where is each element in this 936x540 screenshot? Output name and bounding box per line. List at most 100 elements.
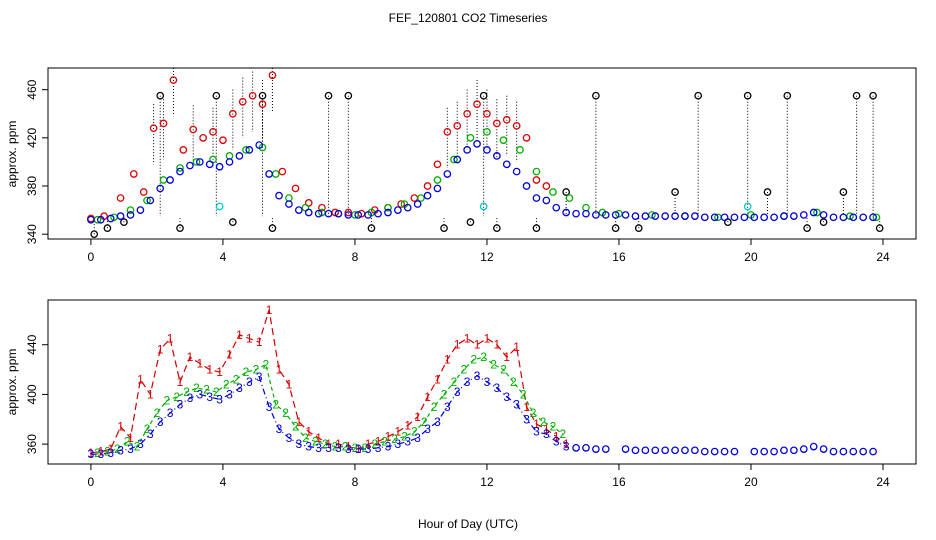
series-3-point: 3 [137, 437, 144, 451]
series-3-point: 3 [563, 440, 570, 454]
series-1-point: 1 [503, 350, 510, 364]
blue-data-point [126, 211, 135, 219]
black-data-point [228, 218, 237, 226]
series-1-point: 1 [147, 387, 154, 401]
blue-data-point [473, 140, 481, 148]
green-data-point [483, 127, 491, 136]
series-1-point: 1 [325, 437, 332, 451]
series-1-point: 1 [434, 373, 441, 387]
series-night-point [671, 446, 679, 455]
series-2-point: 2 [480, 350, 487, 364]
top-y-tick-label: 380 [25, 176, 39, 196]
series-1-point: 1 [523, 400, 530, 414]
series-1-point: 1 [97, 445, 104, 459]
series-1-point: 1 [305, 425, 312, 439]
black-data-point [592, 91, 600, 100]
green-data-point [417, 194, 425, 202]
series-2-point: 2 [124, 435, 131, 449]
black-data-point [875, 224, 884, 233]
series-2-point: 2 [322, 437, 329, 451]
bottom-panel-frame [47, 299, 917, 465]
blue-data-point [453, 155, 462, 164]
series-1-line [90, 309, 567, 454]
red-data-point [228, 109, 237, 118]
series-2-point: 2 [272, 397, 279, 411]
series-3-point: 3 [117, 443, 124, 457]
top-y-ticks: 340 380 420 460 [25, 79, 48, 244]
series-2-point: 2 [243, 365, 250, 379]
top-y-tick-label: 460 [25, 79, 39, 99]
series-1-point: 1 [404, 418, 411, 432]
series-night-point [799, 445, 808, 453]
top-y-tick-label: 340 [25, 224, 39, 244]
bottom-y-tick-label: 360 [25, 434, 39, 454]
blue-data-point [552, 203, 561, 212]
series-1-point: 1 [206, 363, 213, 377]
series-1-point: 1 [236, 328, 243, 342]
blue-data-point [592, 211, 600, 219]
blue-data-point [136, 206, 145, 214]
series-1-point: 1 [286, 377, 293, 391]
bottom-series-lines [90, 309, 567, 455]
series-2-point: 2 [431, 400, 438, 414]
series-1-point: 1 [454, 338, 461, 352]
blue-data-point [393, 206, 402, 214]
series-3-point: 3 [315, 441, 322, 455]
bottom-x-tick-label: 12 [480, 475, 494, 489]
top-x-tick-label: 8 [352, 250, 359, 264]
blue-data-point [156, 184, 165, 193]
blue-data-point [354, 211, 363, 219]
series-3-point: 3 [404, 435, 411, 449]
red-data-point [397, 200, 405, 208]
series-1-point: 1 [543, 422, 550, 436]
series-2-point: 2 [163, 394, 170, 408]
bottom-y-tick-label: 440 [25, 334, 39, 354]
blue-data-point [790, 212, 798, 220]
red-data-point [149, 124, 158, 133]
series-3-point: 3 [286, 431, 293, 445]
series-2-point: 2 [401, 430, 408, 444]
blue-data-point [443, 170, 452, 178]
blue-data-point [859, 213, 868, 222]
series-3-point: 3 [365, 442, 372, 456]
black-data-point [258, 91, 267, 100]
blue-data-point [334, 209, 343, 218]
black-data-point [324, 91, 333, 100]
blue-data-point [502, 160, 511, 169]
series-1-point: 1 [365, 437, 372, 451]
series-3-point: 3 [474, 369, 481, 383]
top-drop-lines [93, 68, 881, 235]
red-data-point [116, 194, 125, 202]
red-data-point [278, 167, 287, 176]
cyan-data-point [743, 202, 752, 211]
blue-data-point [106, 214, 115, 223]
series-3-point: 3 [375, 441, 382, 455]
black-data-point [562, 188, 571, 196]
red-data-point [219, 136, 227, 145]
black-data-point [156, 91, 165, 100]
green-data-point [384, 203, 392, 212]
blue-data-point [641, 212, 650, 220]
green-data-point [192, 158, 201, 166]
series-2-point: 2 [342, 440, 349, 454]
series-1-point: 1 [563, 437, 570, 451]
series-night-point [809, 442, 818, 451]
series-2-point: 2 [470, 353, 477, 367]
series-3-point: 3 [147, 427, 154, 441]
blue-data-point [671, 212, 679, 220]
top-x-tick-label: 12 [480, 250, 494, 264]
red-data-point [258, 100, 267, 108]
series-night-point [691, 446, 699, 455]
black-data-point [367, 224, 376, 233]
black-data-point [120, 218, 128, 226]
series-night-point [839, 447, 848, 456]
blue-data-point [215, 162, 224, 171]
bottom-y-axis-label: approx. ppm [5, 349, 19, 416]
top-x-ticks: 0 4 8 12 16 20 24 [88, 239, 890, 264]
series-night-point [780, 446, 788, 455]
black-data-point [212, 91, 221, 100]
blue-data-point [869, 213, 877, 222]
black-data-point [671, 188, 679, 196]
green-data-point [466, 133, 475, 142]
